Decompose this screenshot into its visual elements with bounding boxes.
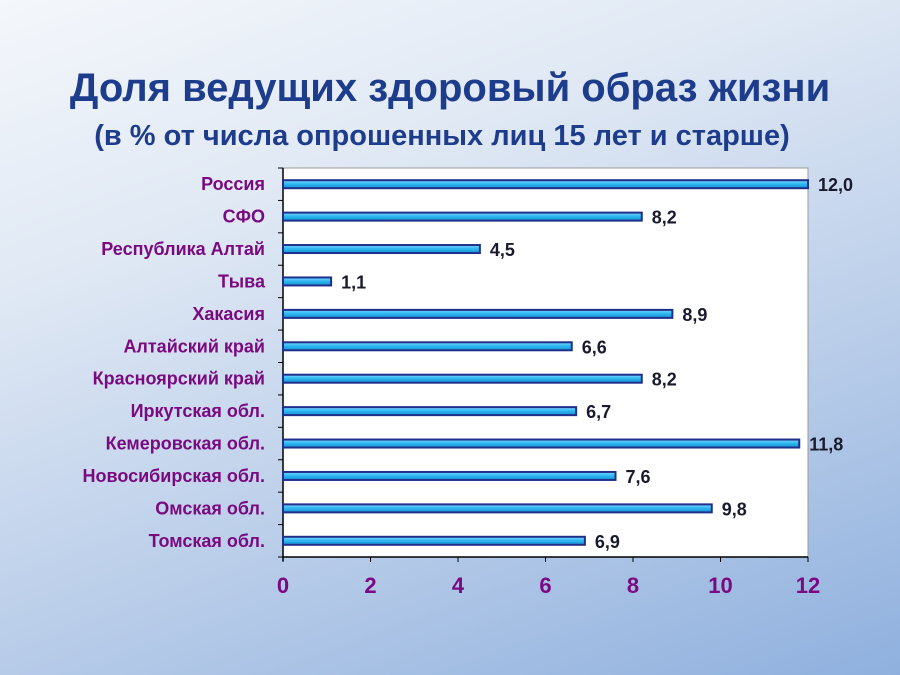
bar xyxy=(282,438,801,449)
bar xyxy=(282,341,573,352)
category-label: Омская обл. xyxy=(155,498,265,518)
value-label: 1,1 xyxy=(341,272,366,292)
bar xyxy=(282,503,713,514)
x-tick-label: 12 xyxy=(796,573,820,598)
x-tick-label: 0 xyxy=(277,573,289,598)
category-label: Тыва xyxy=(218,271,266,291)
category-label: Алтайский край xyxy=(123,336,265,356)
value-label: 12,0 xyxy=(818,175,853,195)
bar xyxy=(282,179,809,190)
value-label: 6,7 xyxy=(586,402,611,422)
category-label: Томская обл. xyxy=(149,531,265,551)
value-label: 4,5 xyxy=(490,240,515,260)
x-tick-label: 10 xyxy=(708,573,732,598)
bar xyxy=(282,244,481,255)
chart-subtitle: (в % от числа опрошенных лиц 15 лет и ст… xyxy=(94,120,790,152)
bar xyxy=(282,373,643,384)
plot-area xyxy=(282,167,809,558)
value-label: 6,9 xyxy=(595,532,620,552)
x-tick-label: 4 xyxy=(452,573,465,598)
chart-title: Доля ведущих здоровый образ жизни xyxy=(69,66,831,110)
category-label: Иркутская обл. xyxy=(131,401,265,421)
category-label: Хакасия xyxy=(192,304,265,324)
bar xyxy=(282,470,617,481)
bar xyxy=(282,406,578,417)
value-label: 7,6 xyxy=(626,467,651,487)
category-label: СФО xyxy=(223,207,265,227)
x-tick-label: 2 xyxy=(364,573,376,598)
category-label: Россия xyxy=(201,174,265,194)
value-label: 8,2 xyxy=(652,370,677,390)
x-tick-label: 8 xyxy=(627,573,639,598)
category-label: Красноярский край xyxy=(93,369,265,389)
category-label: Республика Алтай xyxy=(101,239,265,259)
bar xyxy=(282,276,333,287)
category-label: Новосибирская обл. xyxy=(83,466,265,486)
bar xyxy=(282,308,674,319)
value-label: 6,6 xyxy=(582,337,607,357)
category-label: Кемеровская обл. xyxy=(106,434,265,454)
value-label: 8,9 xyxy=(682,305,707,325)
value-label: 8,2 xyxy=(652,208,677,228)
value-label: 9,8 xyxy=(722,499,747,519)
value-label: 11,8 xyxy=(809,435,843,455)
bar xyxy=(282,211,643,222)
x-tick-label: 6 xyxy=(539,573,551,598)
bar xyxy=(282,535,586,546)
